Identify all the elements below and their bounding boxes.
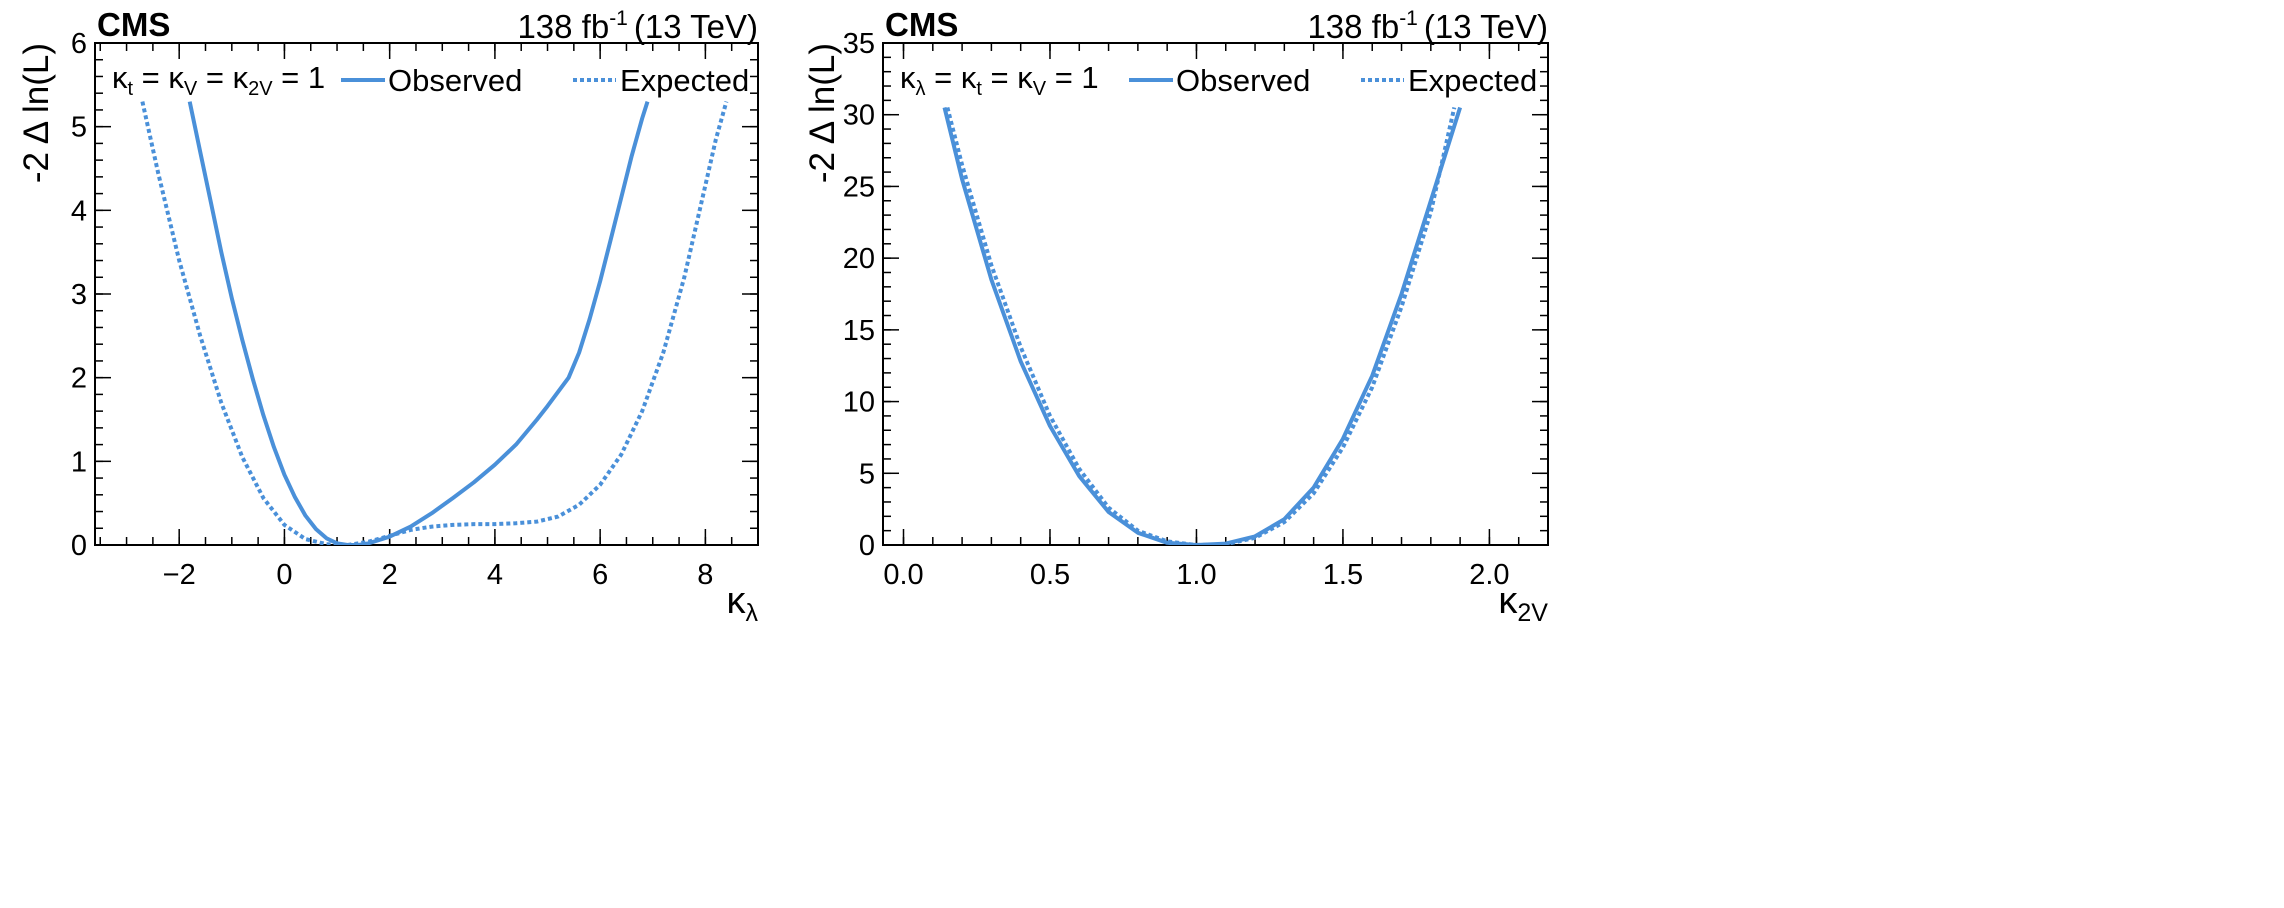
y-tick-label: 0	[71, 530, 87, 562]
legend: Observed Expected	[341, 63, 749, 98]
x-tick-label: 4	[487, 559, 503, 591]
tick-marks	[883, 42, 1549, 546]
x-tick-label: 0.0	[883, 559, 923, 591]
y-tick-label: 10	[843, 387, 875, 419]
x-axis-label-subscript: λ	[746, 599, 759, 627]
luminosity-label: 138 fb-1 (13 TeV)	[1307, 7, 1548, 45]
series-expected-curve	[945, 107, 1457, 545]
x-axis-label-kappa: κ	[727, 580, 747, 622]
condition-text: κ	[112, 60, 128, 95]
x-axis-label: κλ	[727, 580, 759, 627]
series-observed-curve	[942, 106, 1463, 545]
lumi-value: 138 fb	[517, 8, 609, 45]
condition-text: = 1	[273, 60, 326, 95]
legend-condition: κλ = κt = κV = 1	[900, 60, 1099, 100]
condition-text: = κ	[133, 60, 184, 95]
legend-condition: κt = κV = κ2V = 1	[112, 60, 325, 100]
x-tick-label: 2	[382, 559, 398, 591]
condition-text: = κ	[982, 60, 1033, 95]
y-tick-label: 30	[843, 100, 875, 132]
x-tick-label: 8	[697, 559, 713, 591]
experiment-label: CMS	[885, 6, 958, 43]
x-tick-label: 0.5	[1030, 559, 1070, 591]
y-tick-label: 20	[843, 243, 875, 275]
condition-subscript: V	[1033, 78, 1047, 100]
y-tick-label: 35	[843, 28, 875, 60]
y-axis-label: -2 Δ ln(L)	[17, 43, 56, 183]
legend: Observed Expected	[1129, 63, 1537, 98]
series-observed-curve	[187, 100, 650, 545]
condition-text: = κ	[197, 60, 248, 95]
y-tick-label: 6	[71, 28, 87, 60]
y-tick-label: 25	[843, 171, 875, 203]
chart-panel-2: 0.0 0.5 1.0 1.5 2.0 0 5 10 15 20 25 30 35-2 Δ ln(L) κ…	[803, 6, 1549, 627]
y-tick-label: 15	[843, 315, 875, 347]
y-tick-label: 4	[71, 195, 87, 227]
condition-subscript: t	[976, 78, 982, 100]
lumi-exponent: -1	[609, 7, 628, 30]
legend-expected-label: Expected	[1408, 63, 1537, 98]
x-axis-label-kappa: κ	[1498, 580, 1518, 622]
y-tick-label: 5	[71, 112, 87, 144]
condition-text: κ	[900, 60, 916, 95]
condition-subscript: V	[184, 78, 198, 100]
y-tick-label: 5	[859, 458, 875, 490]
condition-subscript: t	[128, 78, 134, 100]
x-tick-label: 2.0	[1469, 559, 1509, 591]
lumi-exponent: -1	[1399, 7, 1418, 30]
y-tick-label: 2	[71, 363, 87, 395]
y-axis-label: -2 Δ ln(L)	[803, 43, 842, 183]
legend-observed-label: Observed	[388, 63, 522, 98]
condition-subscript: 2V	[248, 78, 273, 100]
tick-marks	[95, 42, 759, 546]
lumi-energy: (13 TeV)	[1424, 8, 1548, 45]
experiment-label: CMS	[97, 6, 170, 43]
legend-expected-label: Expected	[620, 63, 749, 98]
condition-subscript: λ	[916, 78, 926, 100]
y-tick-label: 3	[71, 279, 87, 311]
lumi-energy: (13 TeV)	[634, 8, 758, 45]
x-axis-label-subscript: 2V	[1517, 599, 1548, 627]
x-tick-label: −2	[163, 559, 196, 591]
x-tick-label: 1.5	[1323, 559, 1363, 591]
x-tick-label: 0	[276, 559, 292, 591]
lumi-value: 138 fb	[1307, 8, 1399, 45]
x-tick-label: 1.0	[1176, 559, 1216, 591]
x-axis-label: κ2V	[1498, 580, 1548, 627]
legend-observed-label: Observed	[1176, 63, 1310, 98]
luminosity-label: 138 fb-1 (13 TeV)	[517, 7, 758, 45]
x-tick-label: 6	[592, 559, 608, 591]
plot-frame	[882, 42, 1549, 546]
y-tick-label: 0	[859, 530, 875, 562]
condition-text: = 1	[1046, 60, 1099, 95]
condition-text: = κ	[926, 60, 977, 95]
y-tick-label: 1	[71, 446, 87, 478]
series-expected-curve	[140, 101, 729, 545]
